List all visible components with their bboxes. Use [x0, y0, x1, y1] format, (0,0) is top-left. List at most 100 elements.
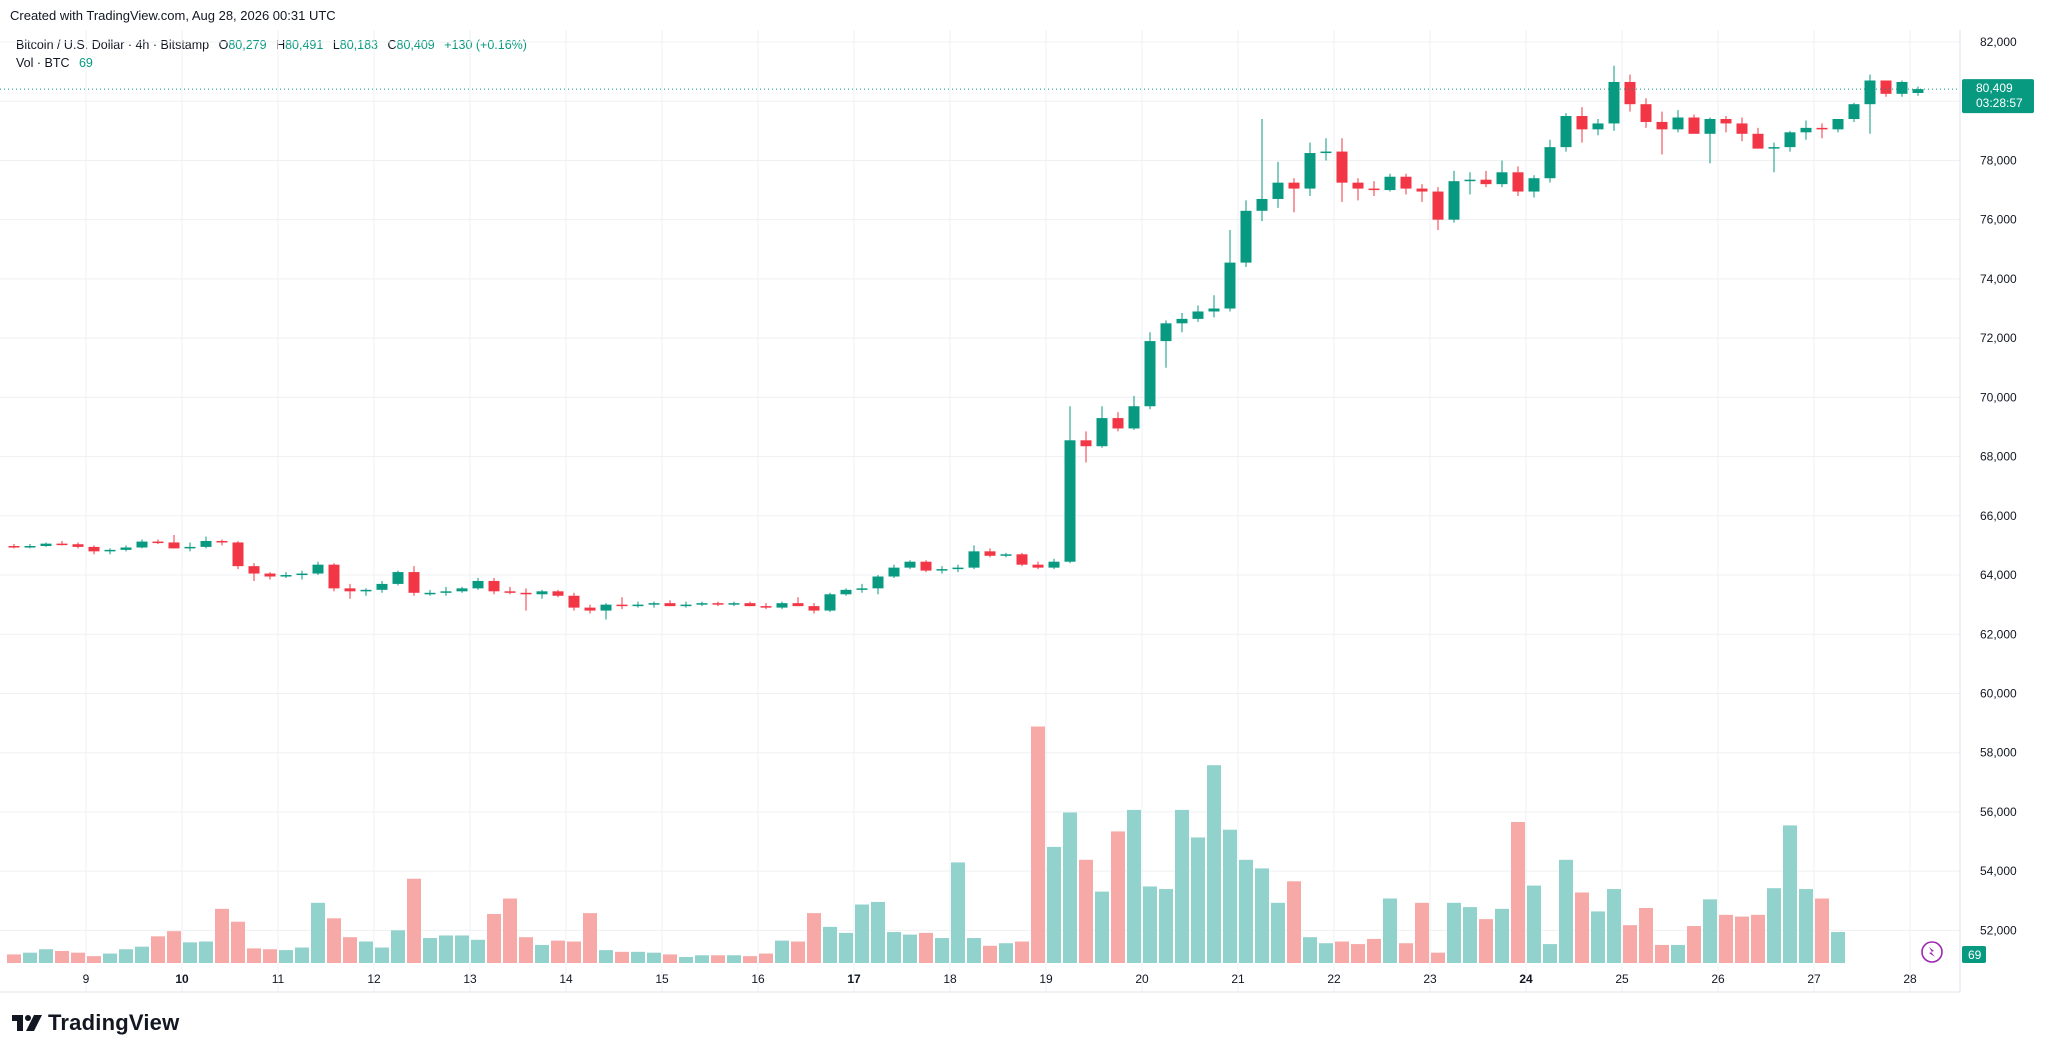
candle-up: [1128, 406, 1140, 429]
candle-up: [24, 546, 36, 548]
candle-up: [1240, 210, 1252, 263]
candle-up: [1160, 323, 1172, 342]
candle-down: [1112, 418, 1124, 429]
volume-bar: [1143, 886, 1157, 963]
volume-bar: [487, 913, 501, 963]
candle-up: [728, 603, 740, 605]
volume-bar: [1527, 885, 1541, 963]
volume-bar: [1079, 859, 1093, 963]
candle-up: [1848, 104, 1860, 119]
volume-bar: [711, 955, 725, 963]
volume-bar: [23, 952, 37, 963]
candle-down: [616, 604, 628, 607]
candle-down: [56, 543, 68, 546]
volume-bar: [343, 937, 357, 963]
candle-down: [1032, 564, 1044, 568]
volume-bar: [1335, 941, 1349, 963]
candle-down: [552, 591, 564, 596]
time-tick-label: 20: [1135, 972, 1149, 986]
price-tick-label: 68,000: [1980, 450, 2017, 464]
candle-down: [72, 544, 84, 547]
volume-label[interactable]: Vol · BTC: [16, 56, 70, 70]
candle-down: [1352, 182, 1364, 189]
volume-bar: [327, 918, 341, 963]
volume-bar: [1303, 937, 1317, 963]
candle-down: [504, 591, 516, 593]
candle-up: [904, 561, 916, 568]
candle-up: [1912, 89, 1924, 93]
price-tick-label: 56,000: [1980, 805, 2017, 819]
volume-bar: [807, 913, 821, 963]
candle-down: [216, 540, 228, 543]
volume-bar: [1239, 859, 1253, 963]
candle-down: [168, 542, 180, 549]
volume-bar: [935, 938, 949, 963]
candle-down: [792, 603, 804, 607]
volume-bar: [743, 956, 757, 963]
candle-up: [952, 567, 964, 570]
volume-bar: [1639, 907, 1653, 963]
time-tick-label: 23: [1423, 972, 1437, 986]
time-tick-label: 15: [655, 972, 669, 986]
candle-up: [1224, 262, 1236, 309]
volume-bar: [1255, 868, 1269, 963]
candle-up: [1800, 127, 1812, 133]
candle-down: [408, 572, 420, 593]
candle-up: [200, 540, 212, 547]
candle-down: [1816, 127, 1828, 130]
volume-bar: [967, 938, 981, 963]
candle-up: [392, 572, 404, 584]
volume-bar: [1575, 892, 1589, 963]
volume-bar: [1655, 944, 1669, 963]
price-tick-label: 76,000: [1980, 213, 2017, 227]
volume-bar: [503, 898, 517, 963]
replay-icon[interactable]: [1921, 941, 1943, 963]
volume-bar: [1623, 925, 1637, 963]
candle-up: [856, 588, 868, 590]
volume-bar: [1287, 881, 1301, 963]
volume-bar: [119, 949, 133, 963]
volume-bar: [1463, 907, 1477, 963]
volume-bar: [1399, 943, 1413, 963]
volume-bar: [1431, 952, 1445, 963]
candle-up: [1064, 440, 1076, 562]
price-tick-label: 52,000: [1980, 923, 2017, 937]
volume-tag-value: 69: [1968, 948, 1982, 962]
candle-down: [1624, 81, 1636, 105]
candle-down: [1416, 188, 1428, 192]
price-axis[interactable]: 82,00080,00078,00076,00074,00072,00070,0…: [1980, 35, 2017, 937]
volume-bar: [183, 942, 197, 963]
candle-up: [1192, 311, 1204, 319]
candle-down: [1880, 80, 1892, 94]
time-axis[interactable]: 9 10 11 12 13 14 15 16 17 18 19 20 21 22 23 24 25 26 27 28: [83, 972, 1917, 986]
candle-up: [1448, 181, 1460, 220]
candle-down: [1656, 121, 1668, 130]
volume-bar: [311, 902, 325, 963]
volume-bar: [1591, 911, 1605, 963]
price-tick-label: 82,000: [1980, 35, 2017, 49]
volume-bar: [407, 878, 421, 963]
volume-bar: [151, 936, 165, 963]
candle-up: [1864, 80, 1876, 105]
volume-bars: [7, 726, 1845, 963]
candle-up: [184, 546, 196, 549]
candle-down: [520, 592, 532, 595]
volume-bar: [1191, 837, 1205, 963]
candle-down: [760, 606, 772, 608]
candle-up: [1144, 341, 1156, 407]
candle-down: [1512, 172, 1524, 192]
candle-down: [1080, 440, 1092, 447]
tradingview-logo[interactable]: TradingView: [12, 1010, 179, 1036]
volume-bar: [1047, 846, 1061, 963]
volume-bar: [391, 930, 405, 963]
volume-bar: [1751, 914, 1765, 963]
candle-down: [920, 561, 932, 571]
candlestick-chart[interactable]: 82,00080,00078,00076,00074,00072,00070,0…: [0, 0, 2048, 1000]
volume-bar: [583, 913, 597, 963]
volume-bar: [567, 941, 581, 963]
volume-bar: [951, 862, 965, 963]
volume-bar: [887, 932, 901, 963]
candle-up: [1320, 151, 1332, 154]
candle-down: [1576, 116, 1588, 130]
price-tick-label: 54,000: [1980, 864, 2017, 878]
